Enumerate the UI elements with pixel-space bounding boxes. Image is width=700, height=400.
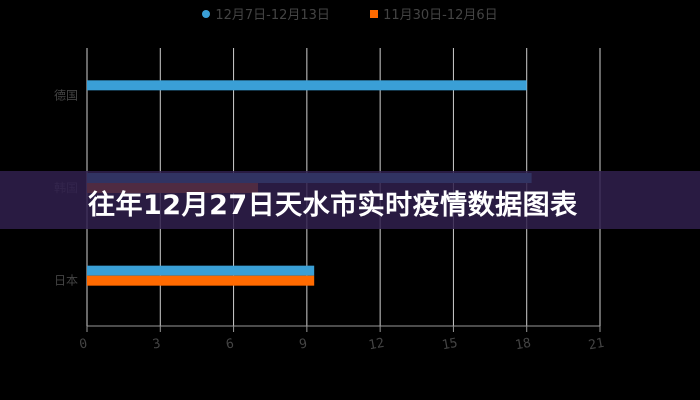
bar-1-0 [87,80,527,91]
legend-label-series-1: 12月7日-12月13日 [215,8,330,23]
legend: 12月7日-12月13日 11月30日-12月6日 [0,4,700,23]
x-tick-label: 0 [78,336,88,352]
legend-swatch-series-1 [202,10,211,18]
x-tick-label: 12 [368,336,386,353]
x-tick-label: 9 [298,336,308,352]
x-tick-label: 21 [587,336,605,353]
legend-item-series-1[interactable]: 12月7日-12月13日 [202,8,330,23]
x-tick-label: 15 [441,336,459,353]
category-label: 日本 [54,274,78,288]
legend-item-series-2[interactable]: 11月30日-12月6日 [370,8,498,23]
bar-2-2 [87,275,315,286]
x-tick-label: 6 [225,336,235,352]
bar-1-2 [87,265,315,276]
legend-swatch-series-2 [370,10,379,18]
title-banner [0,171,700,229]
x-tick-label: 18 [514,336,532,353]
legend-label-series-2: 11月30日-12月6日 [383,8,498,23]
x-tick-label: 3 [152,336,162,352]
category-label: 德国 [54,87,78,102]
banner-title: 往年12月27日天水市实时疫情数据图表 [88,190,578,221]
